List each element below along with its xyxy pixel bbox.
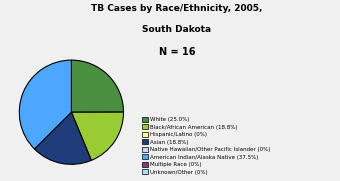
Text: South Dakota: South Dakota <box>142 25 211 34</box>
Wedge shape <box>71 112 123 160</box>
Wedge shape <box>19 60 71 149</box>
Wedge shape <box>71 60 123 112</box>
Text: N = 16: N = 16 <box>158 47 195 57</box>
Text: TB Cases by Race/Ethnicity, 2005,: TB Cases by Race/Ethnicity, 2005, <box>91 4 262 13</box>
Legend: White (25.0%), Black/African American (18.8%), Hispanic/Latino (0%), Asian (18.8: White (25.0%), Black/African American (1… <box>142 117 270 175</box>
Wedge shape <box>34 112 91 164</box>
